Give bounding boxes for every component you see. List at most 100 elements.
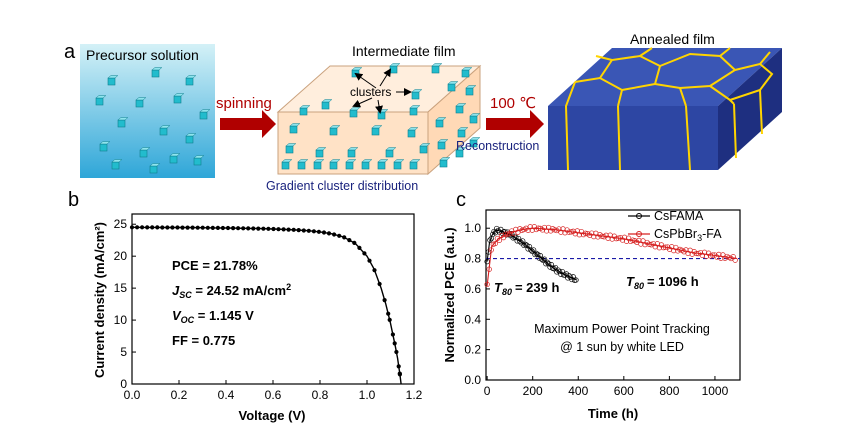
mppt-point xyxy=(496,237,503,243)
legend-label-cspbbr3fa: CsPbBr3-FA xyxy=(654,227,722,243)
cluster-cube xyxy=(377,159,389,170)
mppt-y-axis-title: Normalized PCE (a.u.) xyxy=(442,227,457,362)
grain-boundaries xyxy=(564,47,774,171)
jv-x-tick-label: 0.8 xyxy=(312,388,329,402)
ff-annotation: FF = 0.775 xyxy=(172,333,235,348)
mppt-point xyxy=(573,277,579,283)
cluster-cube xyxy=(411,89,423,100)
jv-point xyxy=(210,225,215,230)
jv-point xyxy=(225,225,231,231)
jv-y-tick-label: 10 xyxy=(114,313,128,327)
jv-point xyxy=(311,229,316,234)
cluster-cube xyxy=(285,143,297,154)
cluster-cube xyxy=(149,163,161,174)
jv-x-tick-label: 1.2 xyxy=(406,388,423,402)
cluster-cube xyxy=(321,99,333,110)
jv-point xyxy=(342,235,347,240)
jv-point xyxy=(392,341,397,346)
jv-point xyxy=(170,225,175,230)
jv-point xyxy=(256,226,261,231)
mppt-y-tick-label: 0.8 xyxy=(464,252,481,266)
mppt-point xyxy=(548,262,555,268)
mppt-point xyxy=(646,241,652,247)
cluster-cube xyxy=(139,147,151,158)
mppt-point xyxy=(613,235,619,242)
jv-point xyxy=(357,245,362,250)
jv-point xyxy=(362,251,367,256)
jv-point xyxy=(205,225,210,230)
cluster-cube xyxy=(185,133,197,144)
panel-a: a Precursor solution spinning Intermedia… xyxy=(64,31,782,193)
spinning-label: spinning xyxy=(216,95,272,112)
mppt-point xyxy=(693,250,699,257)
solution-clusters xyxy=(95,67,211,174)
cluster-cube xyxy=(349,107,361,118)
mppt-point xyxy=(543,261,549,267)
annealing-arrow xyxy=(486,110,544,138)
mppt-caption-line2: @ 1 sun by white LED xyxy=(560,340,684,354)
jv-point xyxy=(271,226,276,232)
jv-point xyxy=(286,227,291,232)
cluster-cube xyxy=(111,159,123,170)
cluster-cube xyxy=(299,105,311,116)
mppt-point xyxy=(535,251,541,258)
jv-point xyxy=(180,225,185,230)
jv-point xyxy=(372,268,377,273)
cluster-cube xyxy=(393,159,405,170)
mppt-point xyxy=(524,242,530,248)
jv-y-tick-label: 15 xyxy=(114,281,128,295)
cluster-cube xyxy=(281,159,293,170)
mppt-point xyxy=(488,247,494,253)
mppt-point xyxy=(537,253,544,259)
precursor-solution-box xyxy=(80,44,215,178)
mppt-point xyxy=(517,238,523,245)
cluster-cube xyxy=(289,123,301,134)
legend-label-csfama: CsFAMA xyxy=(654,209,704,223)
jv-x-tick-label: 0.6 xyxy=(265,388,282,402)
jv-point xyxy=(220,225,225,231)
reconstruction-label: Reconstruction xyxy=(456,139,539,153)
mppt-point xyxy=(582,230,589,236)
mppt-point xyxy=(558,271,564,277)
jv-point xyxy=(231,226,236,231)
cluster-cube xyxy=(315,147,327,158)
mppt-y-tick-label: 0.2 xyxy=(464,343,481,357)
jv-point xyxy=(155,225,160,230)
cluster-cube xyxy=(107,75,119,86)
cluster-cube xyxy=(469,137,481,148)
pce-annotation: PCE = 21.78% xyxy=(172,258,258,273)
intermediate-clusters xyxy=(281,63,481,170)
precursor-title: Precursor solution xyxy=(86,47,199,63)
jv-point xyxy=(175,225,180,230)
mppt-point xyxy=(533,250,539,257)
cluster-cube xyxy=(437,139,449,150)
voc-annotation: VOC = 1.145 V xyxy=(172,308,254,325)
cluster-cube xyxy=(173,93,185,104)
mppt-point xyxy=(515,235,522,242)
jv-y-axis-title: Current density (mA/cm²) xyxy=(92,222,107,378)
cluster-cube xyxy=(469,113,481,124)
jv-annotations: PCE = 21.78% JSC = 24.52 mA/cm2 VOC = 1.… xyxy=(172,258,291,348)
mppt-point xyxy=(660,244,667,251)
jv-y-tick-label: 5 xyxy=(120,345,127,359)
mppt-y-tick-label: 0.6 xyxy=(464,282,481,296)
cluster-cube xyxy=(385,147,397,158)
mppt-x-tick-label: 0 xyxy=(484,384,491,398)
jv-point xyxy=(200,225,205,230)
cluster-cube xyxy=(465,85,477,96)
cluster-cube xyxy=(329,125,341,136)
mppt-curves xyxy=(484,224,740,288)
mppt-point xyxy=(528,247,534,253)
mppt-point xyxy=(487,237,493,243)
mppt-point xyxy=(554,269,560,275)
mppt-x-tick-label: 400 xyxy=(568,384,588,398)
panel-c: c 0 200 400 600 800 1000 0.0 0.2 0.4 0.6 0.8 1.0 Ti… xyxy=(442,189,741,421)
annealed-front-face xyxy=(548,106,718,170)
jv-point xyxy=(382,298,387,303)
jv-x-tick-label: 0.2 xyxy=(171,388,188,402)
jv-point xyxy=(291,227,296,232)
mppt-point xyxy=(599,233,605,239)
jv-point xyxy=(394,349,399,355)
jv-plot-frame xyxy=(131,213,415,385)
jv-point xyxy=(386,311,391,316)
